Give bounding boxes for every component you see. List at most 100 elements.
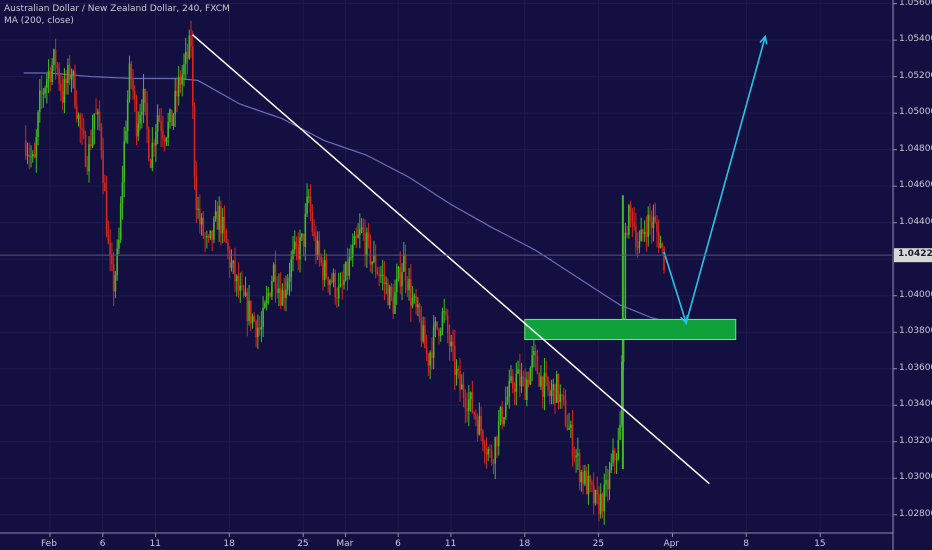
candle-body xyxy=(297,246,300,260)
candle-body xyxy=(239,285,242,291)
candle-body xyxy=(399,267,402,287)
candle-body xyxy=(624,232,627,322)
projection-arrow xyxy=(663,36,767,326)
candle-body xyxy=(466,407,468,412)
candle-body xyxy=(562,395,565,401)
candle-body xyxy=(102,150,104,183)
candle-body xyxy=(98,111,101,127)
candle-body xyxy=(508,380,511,397)
candle-body xyxy=(70,74,73,80)
candle-body xyxy=(260,327,263,330)
moving-average-line xyxy=(23,72,673,324)
candle-body xyxy=(177,77,180,97)
support-zone xyxy=(524,318,737,341)
candle-body xyxy=(522,376,525,378)
candle-body xyxy=(410,279,412,306)
candle-body xyxy=(151,142,154,169)
candle-body xyxy=(318,240,321,257)
candle-body xyxy=(476,419,479,435)
candle-body xyxy=(515,373,518,392)
candle-body xyxy=(309,196,312,213)
candle-body xyxy=(545,372,548,378)
candle-body xyxy=(378,274,380,276)
candle-body xyxy=(58,68,60,84)
candle-body xyxy=(612,450,614,464)
candle-body xyxy=(39,90,41,113)
candle-body xyxy=(473,412,475,415)
candle-body xyxy=(541,376,544,397)
annotation-layer xyxy=(191,34,768,485)
candle-body xyxy=(424,325,426,349)
candle-body xyxy=(564,400,567,426)
time-tick-label: 25 xyxy=(592,539,605,549)
candle-body xyxy=(165,138,168,142)
candle-body xyxy=(95,113,97,115)
candle-body xyxy=(517,369,519,374)
candle-body xyxy=(448,333,451,347)
candle-body xyxy=(478,415,481,435)
candle-body xyxy=(207,236,210,238)
price-tick-label: 1.05600 xyxy=(899,0,932,8)
candle-body xyxy=(346,261,349,276)
candle-body xyxy=(292,249,294,259)
candle-body xyxy=(589,475,591,483)
candle-body xyxy=(415,295,417,308)
candle-body xyxy=(446,315,449,334)
candle-body xyxy=(511,376,514,389)
candle-body xyxy=(536,355,539,374)
candle-body xyxy=(126,99,129,132)
candle-body xyxy=(199,208,201,225)
candle-body xyxy=(390,286,393,297)
candle-body xyxy=(635,226,637,248)
candle-body xyxy=(628,205,630,235)
candle-body xyxy=(417,304,419,308)
candle-body xyxy=(253,315,256,322)
candle-body xyxy=(357,234,359,238)
candle-body xyxy=(155,131,157,146)
candle-body xyxy=(504,402,507,418)
candle-body xyxy=(186,51,189,59)
candle-body xyxy=(139,114,141,124)
candle-body xyxy=(429,352,431,366)
candle-body xyxy=(91,129,94,147)
candle-body xyxy=(288,277,291,282)
candle-body xyxy=(395,278,398,293)
candle-body xyxy=(461,384,463,390)
candle-body xyxy=(128,63,131,100)
arrowhead-up xyxy=(759,34,768,45)
time-tick-label: Apr xyxy=(663,539,680,549)
candle-body xyxy=(615,459,618,461)
candle-body xyxy=(487,449,489,455)
candle-body xyxy=(195,176,198,210)
time-tick-label: 6 xyxy=(99,539,106,549)
candle-body xyxy=(237,275,240,291)
candle-body xyxy=(526,379,528,401)
time-tick-label: 6 xyxy=(395,539,401,549)
candle-body xyxy=(162,131,164,139)
candle-body xyxy=(158,115,161,122)
candle-body xyxy=(79,114,82,129)
candle-body xyxy=(606,479,609,490)
candle-body xyxy=(534,350,537,356)
candle-body xyxy=(334,272,337,298)
candle-body xyxy=(369,238,372,265)
candle-body xyxy=(550,390,553,397)
candle-body xyxy=(135,99,138,137)
price-tick-label: 1.04800 xyxy=(899,143,932,154)
candle-body xyxy=(163,138,166,142)
candle-body xyxy=(385,283,387,285)
candle-body xyxy=(633,223,635,227)
candle-body xyxy=(54,49,57,65)
candle-body xyxy=(617,439,620,460)
candle-body xyxy=(432,326,435,358)
candle-body xyxy=(585,470,588,494)
candle-body xyxy=(531,355,533,368)
candle-body xyxy=(411,297,414,306)
candle-body xyxy=(272,264,275,282)
candle-body xyxy=(111,254,113,265)
candle-body xyxy=(359,229,361,235)
candle-body xyxy=(216,211,219,230)
candle-body xyxy=(519,369,521,387)
